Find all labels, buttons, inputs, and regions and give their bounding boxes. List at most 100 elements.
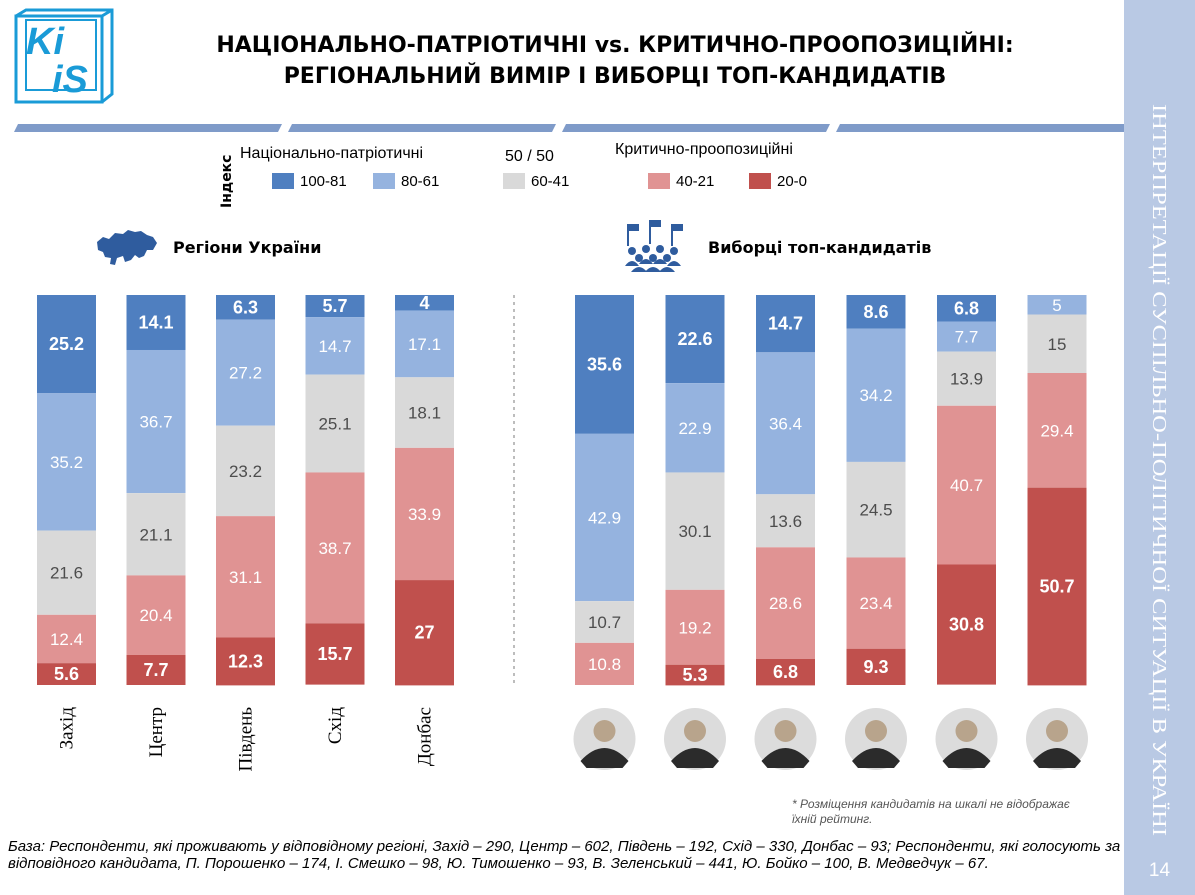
data-label: 35.6 — [587, 354, 622, 374]
bar-segment — [216, 319, 275, 426]
bar-segment — [846, 648, 906, 685]
bar-segment — [395, 377, 454, 448]
data-label: 7.7 — [955, 328, 979, 347]
title-line-2: РЕГІОНАЛЬНИЙ ВИМІР І ВИБОРЦІ ТОП-КАНДИДА… — [283, 64, 947, 89]
data-label: 27 — [414, 623, 434, 643]
bar-segment — [37, 614, 96, 664]
bar-segment — [937, 295, 996, 322]
data-label: 20.4 — [139, 606, 172, 625]
bar-segment — [756, 658, 815, 686]
bar-segment — [395, 310, 454, 378]
bar-segment — [216, 295, 275, 320]
data-label: 25.2 — [49, 334, 84, 354]
bar-segment — [37, 530, 96, 615]
data-label: 13.6 — [769, 512, 802, 531]
data-label: 34.2 — [859, 386, 892, 405]
bar-segment — [126, 295, 186, 350]
data-label: 27.2 — [229, 364, 262, 383]
bar-segment — [756, 352, 815, 495]
candidate-suit — [761, 748, 810, 768]
bar-segment — [575, 642, 634, 685]
sidebar-text: ІНТЕРПРЕТАЦІЇ СУСПІЛЬНО-ПОЛІТИЧНОЇ СИТУА… — [1148, 104, 1171, 836]
bar-segment — [305, 374, 365, 473]
bar-segment — [305, 472, 365, 624]
bar-segment — [305, 317, 365, 375]
legend-index-label: Індекс — [219, 155, 235, 208]
legend-middle-label: 50 / 50 — [505, 148, 554, 165]
legend-swatch-80-61 — [373, 173, 395, 189]
bar-segment — [395, 295, 454, 311]
ukraine-map-icon — [97, 230, 157, 265]
candidate-suit — [671, 748, 719, 768]
legend-range-40-21: 40-21 — [676, 173, 715, 190]
kiis-logo: Ki iS — [14, 8, 114, 104]
bar-segment — [305, 623, 365, 685]
data-label: 8.6 — [863, 302, 888, 322]
bar-segment — [395, 447, 454, 581]
header-divider — [14, 124, 1124, 132]
legend-swatch-20-0 — [749, 173, 771, 189]
data-label: 15.7 — [317, 644, 352, 664]
data-label: 10.8 — [588, 655, 621, 674]
bar-segment — [756, 547, 815, 659]
legend-swatch-40-21 — [648, 173, 670, 189]
bar-segment — [937, 564, 996, 685]
bar-segment — [937, 405, 996, 565]
data-label: 36.7 — [139, 413, 172, 432]
data-label: 15 — [1048, 335, 1067, 354]
data-label: 30.1 — [678, 522, 711, 541]
bar-segment — [216, 425, 275, 517]
bar-segment — [756, 494, 815, 548]
category-label: Центр — [146, 707, 167, 757]
page-number: 14 — [1148, 860, 1171, 881]
base-note: База: Респонденти, які проживають у відп… — [8, 838, 1121, 872]
data-label: 21.6 — [50, 564, 83, 583]
bar-segment — [665, 295, 725, 384]
data-label: 23.2 — [229, 462, 262, 481]
bar-segment — [37, 663, 96, 685]
bar-segment — [395, 580, 454, 686]
data-label: 6.8 — [773, 662, 798, 682]
data-label: 5.7 — [322, 296, 347, 316]
candidate-face — [684, 720, 706, 742]
data-label: 33.9 — [408, 505, 441, 524]
legend-range-80-61: 80-61 — [401, 173, 440, 190]
legend-range-100-81: 100-81 — [300, 173, 347, 190]
bar-segment — [665, 664, 725, 686]
candidate-face — [774, 720, 797, 742]
category-label: Схід — [325, 707, 346, 744]
data-label: 21.1 — [139, 525, 172, 544]
candidate-face — [865, 720, 887, 742]
data-label: 29.4 — [1040, 421, 1073, 440]
bar-segment — [846, 295, 906, 329]
bar-segment — [575, 433, 634, 602]
bar-segment — [575, 601, 634, 643]
data-label: 5.3 — [682, 665, 707, 685]
bar-segment — [126, 575, 186, 655]
bar-segment — [846, 557, 906, 649]
data-label: 5 — [1052, 296, 1061, 315]
data-label: 14.7 — [768, 314, 803, 334]
bar-segment — [216, 637, 275, 686]
data-label: 4 — [419, 293, 429, 313]
data-label: 14.1 — [138, 312, 173, 332]
data-label: 36.4 — [769, 414, 802, 433]
data-label: 50.7 — [1039, 577, 1074, 597]
bar-segment — [575, 295, 634, 434]
logo-text-is: iS — [52, 59, 88, 101]
people-flags-icon — [625, 220, 683, 272]
data-label: 14.7 — [318, 337, 351, 356]
data-label: 40.7 — [950, 476, 983, 495]
footnote: * Розміщення кандидатів на шкалі не відо… — [792, 797, 1070, 826]
bar-segment — [37, 393, 96, 531]
data-label: 25.1 — [318, 415, 351, 434]
data-label: 6.3 — [233, 297, 258, 317]
candidate-suit — [580, 748, 629, 768]
sidebar-panel — [1124, 0, 1195, 895]
bar-segment — [1027, 373, 1087, 488]
data-label: 13.9 — [950, 370, 983, 389]
legend-swatch-100-81 — [272, 173, 294, 189]
candidate-suit — [942, 748, 991, 768]
data-label: 31.1 — [229, 568, 262, 587]
data-label: 28.6 — [769, 594, 802, 613]
